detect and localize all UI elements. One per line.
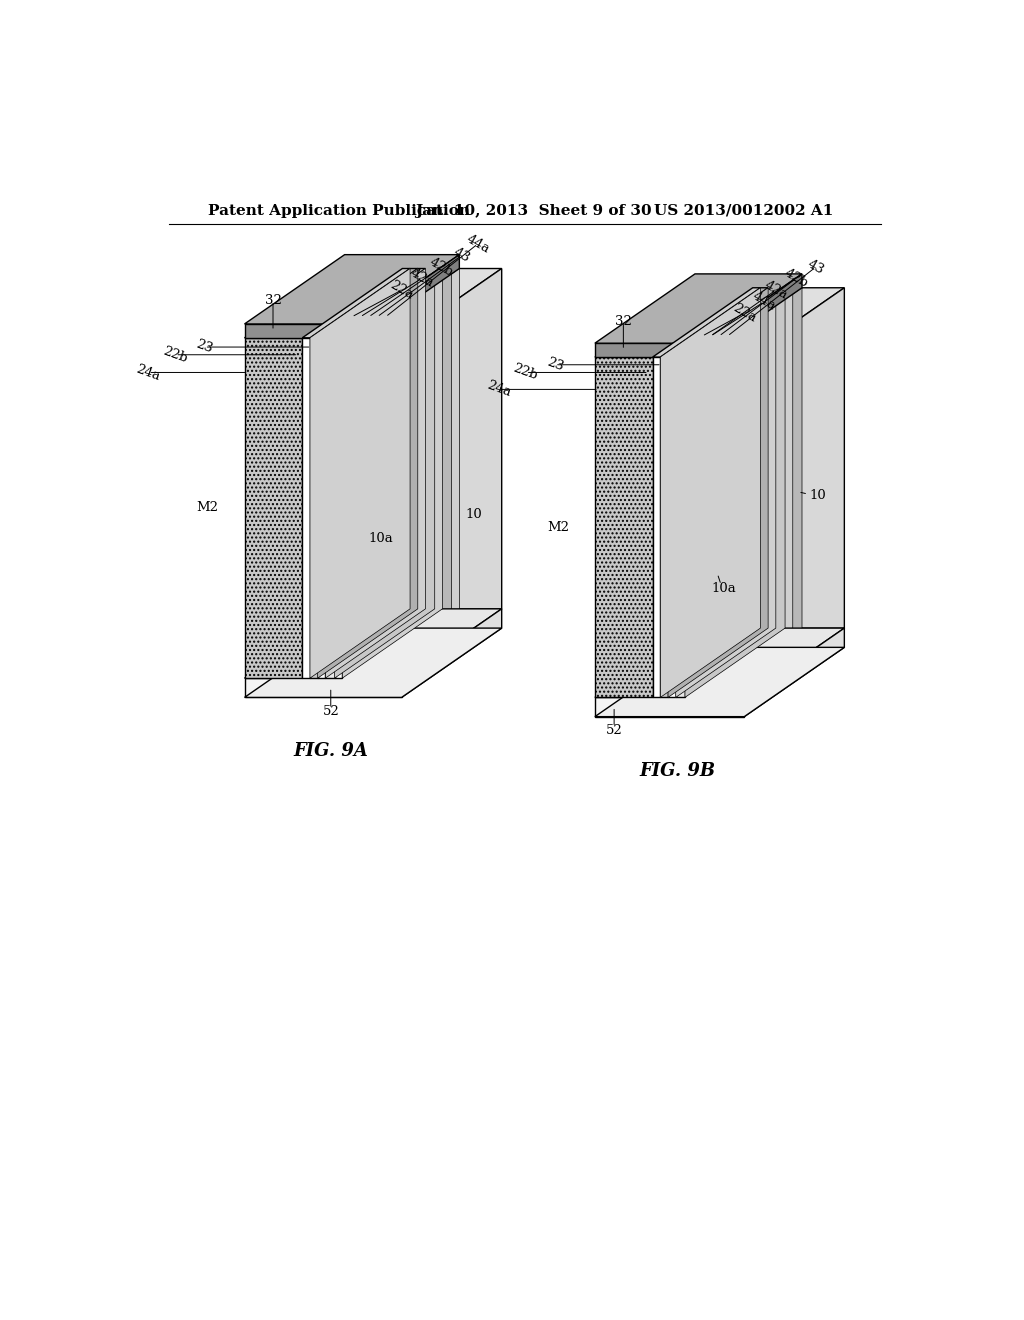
Polygon shape (595, 628, 845, 697)
Polygon shape (317, 338, 326, 678)
Polygon shape (685, 288, 793, 358)
Polygon shape (351, 268, 452, 678)
Polygon shape (359, 268, 502, 338)
Polygon shape (245, 255, 460, 323)
Polygon shape (685, 358, 692, 697)
Polygon shape (317, 268, 418, 678)
Text: Patent Application Publication: Patent Application Publication (208, 203, 470, 218)
Polygon shape (701, 288, 845, 358)
Polygon shape (359, 255, 460, 338)
Polygon shape (245, 338, 302, 678)
Polygon shape (335, 338, 342, 678)
Polygon shape (310, 268, 418, 338)
Text: Jan. 10, 2013  Sheet 9 of 30: Jan. 10, 2013 Sheet 9 of 30 (416, 203, 652, 218)
Polygon shape (701, 275, 802, 358)
Polygon shape (245, 268, 402, 338)
Text: 10: 10 (810, 490, 826, 502)
Polygon shape (701, 358, 744, 697)
Polygon shape (342, 268, 452, 338)
Polygon shape (351, 338, 359, 678)
Polygon shape (245, 323, 359, 338)
Text: 43: 43 (452, 246, 472, 265)
Polygon shape (660, 288, 761, 697)
Polygon shape (676, 288, 785, 358)
Polygon shape (401, 268, 502, 678)
Text: US 2013/0012002 A1: US 2013/0012002 A1 (654, 203, 834, 218)
Polygon shape (701, 628, 845, 697)
Text: 10a: 10a (711, 582, 736, 595)
Text: 44a: 44a (751, 290, 778, 313)
Text: 42b: 42b (427, 255, 456, 279)
Polygon shape (335, 268, 435, 678)
Polygon shape (401, 609, 502, 697)
Polygon shape (660, 288, 768, 358)
Text: 24a: 24a (134, 362, 162, 383)
Polygon shape (652, 358, 660, 697)
Text: 32: 32 (615, 315, 632, 329)
Polygon shape (245, 678, 401, 697)
Polygon shape (595, 697, 744, 717)
Polygon shape (359, 268, 460, 678)
Polygon shape (302, 338, 310, 678)
Text: M2: M2 (547, 520, 569, 533)
Polygon shape (701, 288, 802, 697)
Polygon shape (335, 268, 442, 338)
Text: 42a: 42a (762, 279, 790, 302)
Polygon shape (342, 268, 442, 678)
Polygon shape (359, 338, 401, 678)
Text: 52: 52 (606, 723, 623, 737)
Polygon shape (668, 358, 676, 697)
Text: 23: 23 (195, 338, 215, 356)
Polygon shape (652, 288, 761, 358)
Polygon shape (595, 358, 652, 697)
Text: 22b: 22b (161, 345, 189, 366)
Text: 23: 23 (545, 356, 565, 374)
Polygon shape (310, 268, 410, 678)
Polygon shape (351, 268, 460, 338)
Polygon shape (692, 288, 793, 697)
Polygon shape (317, 268, 425, 338)
Polygon shape (245, 628, 502, 697)
Text: 43: 43 (805, 257, 826, 277)
Polygon shape (595, 647, 845, 717)
Polygon shape (676, 288, 776, 697)
Polygon shape (342, 338, 351, 678)
Polygon shape (595, 275, 802, 343)
Polygon shape (326, 268, 425, 678)
Polygon shape (595, 343, 701, 358)
Text: 42b: 42b (781, 267, 810, 290)
Text: M2: M2 (197, 502, 218, 515)
Text: 44a: 44a (464, 232, 492, 256)
Text: 22b: 22b (512, 362, 540, 383)
Polygon shape (595, 288, 753, 358)
Polygon shape (359, 609, 502, 678)
Polygon shape (692, 288, 802, 358)
Text: 10: 10 (466, 508, 482, 521)
Text: 52: 52 (323, 705, 339, 718)
Polygon shape (302, 268, 410, 338)
Polygon shape (326, 268, 435, 338)
Text: 22a: 22a (388, 279, 416, 302)
Polygon shape (668, 288, 776, 358)
Text: 32: 32 (264, 294, 282, 308)
Text: FIG. 9B: FIG. 9B (639, 762, 716, 780)
Polygon shape (668, 288, 768, 697)
Polygon shape (685, 288, 785, 697)
Polygon shape (660, 358, 668, 697)
Polygon shape (326, 338, 335, 678)
Text: 42a: 42a (408, 267, 435, 290)
Polygon shape (744, 628, 845, 717)
Text: 10a: 10a (369, 532, 393, 545)
Polygon shape (744, 288, 845, 697)
Polygon shape (676, 358, 685, 697)
Polygon shape (310, 338, 317, 678)
Polygon shape (245, 609, 502, 678)
Text: 22a: 22a (730, 301, 758, 325)
Text: 24a: 24a (484, 379, 512, 400)
Polygon shape (692, 358, 701, 697)
Text: FIG. 9A: FIG. 9A (293, 742, 369, 760)
